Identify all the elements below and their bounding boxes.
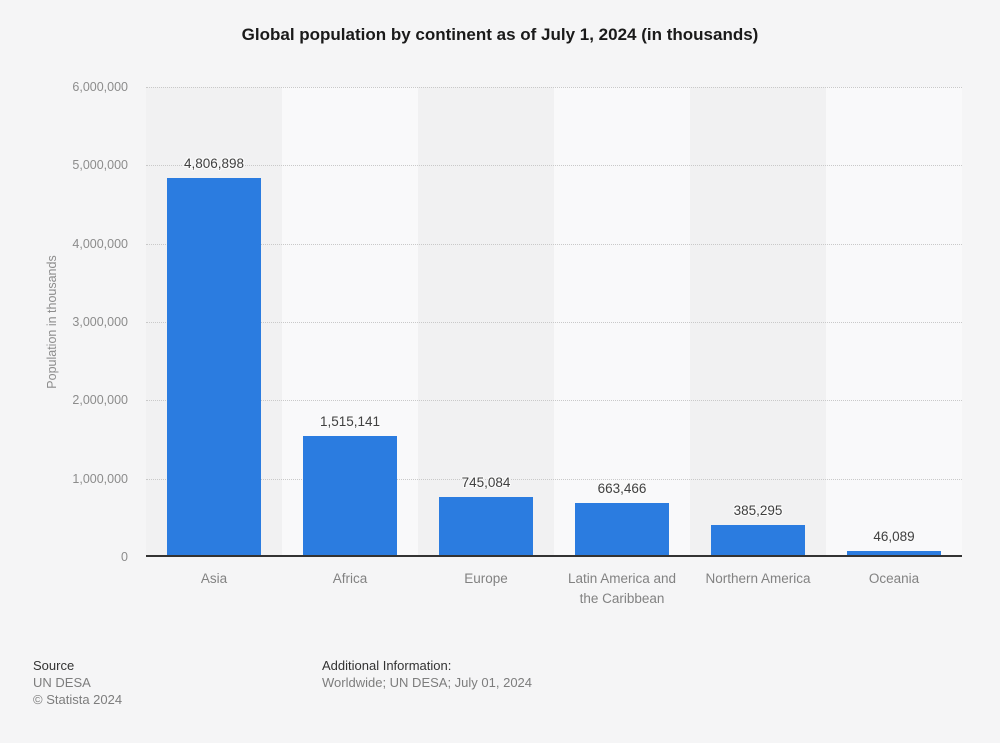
additional-information-block: Additional Information: Worldwide; UN DE… xyxy=(322,657,532,691)
x-category-label: Asia xyxy=(200,571,228,586)
y-tick-label: 4,000,000 xyxy=(72,236,128,251)
bar-value-label: 46,089 xyxy=(873,529,915,545)
copyright-notice: © Statista 2024 xyxy=(33,692,123,707)
bar-europe xyxy=(439,496,533,555)
x-category-label: Oceania xyxy=(868,571,920,586)
gridline xyxy=(146,243,962,245)
bar-latin-america-and-the-caribbean xyxy=(575,503,669,555)
y-axis-tick-labels: 0 1,000,000 2,000,000 3,000,000 4,000,000 5,0… xyxy=(0,80,130,564)
x-axis-labels: Asia Africa Europe Latin America and the Ca… xyxy=(146,565,962,608)
bar-northern-america xyxy=(711,524,805,555)
plot-column-band xyxy=(690,87,826,555)
plot-column-band xyxy=(826,87,962,555)
x-category-label: Africa xyxy=(332,571,368,586)
gridline xyxy=(146,400,962,402)
y-tick-label: 6,000,000 xyxy=(72,80,128,94)
chart-title: Global population by continent as of Jul… xyxy=(241,25,759,44)
gridline xyxy=(146,165,962,167)
gridline xyxy=(146,322,962,323)
bar-value-label: 1,515,141 xyxy=(319,414,381,430)
y-tick-label: 3,000,000 xyxy=(72,315,128,329)
x-category-label: Latin America and the Caribbean xyxy=(567,571,677,606)
gridline xyxy=(146,87,962,88)
y-tick-label: 5,000,000 xyxy=(72,158,128,173)
y-tick-label: 2,000,000 xyxy=(72,393,128,408)
y-tick-label: 1,000,000 xyxy=(72,471,128,486)
bar-value-label: 4,806,898 xyxy=(183,156,245,172)
additional-information-label: Additional Information: xyxy=(322,658,452,673)
source-block: Source UN DESA © Statista 2024 xyxy=(33,657,122,708)
x-category-label: Europe xyxy=(464,571,508,586)
additional-information-value: Worldwide; UN DESA; July 01, 2024 xyxy=(322,675,533,690)
source-value: UN DESA xyxy=(33,675,91,690)
x-category-label: Northern America xyxy=(705,571,811,586)
bar-value-label: 385,295 xyxy=(733,502,783,518)
plot-column-band xyxy=(554,87,690,555)
bar-asia xyxy=(167,178,261,555)
bar-value-label: 663,466 xyxy=(597,481,647,497)
plot-column-band xyxy=(418,87,554,555)
bar-oceania xyxy=(847,551,941,555)
gridline xyxy=(146,478,962,480)
source-label: Source xyxy=(33,658,75,673)
bar-value-label: 745,084 xyxy=(461,474,511,490)
y-tick-label: 0 xyxy=(121,550,128,564)
plot-area: 4,806,898 1,515,141 745,084 663,466 385,295 4… xyxy=(146,87,962,557)
bar-africa xyxy=(303,436,397,555)
